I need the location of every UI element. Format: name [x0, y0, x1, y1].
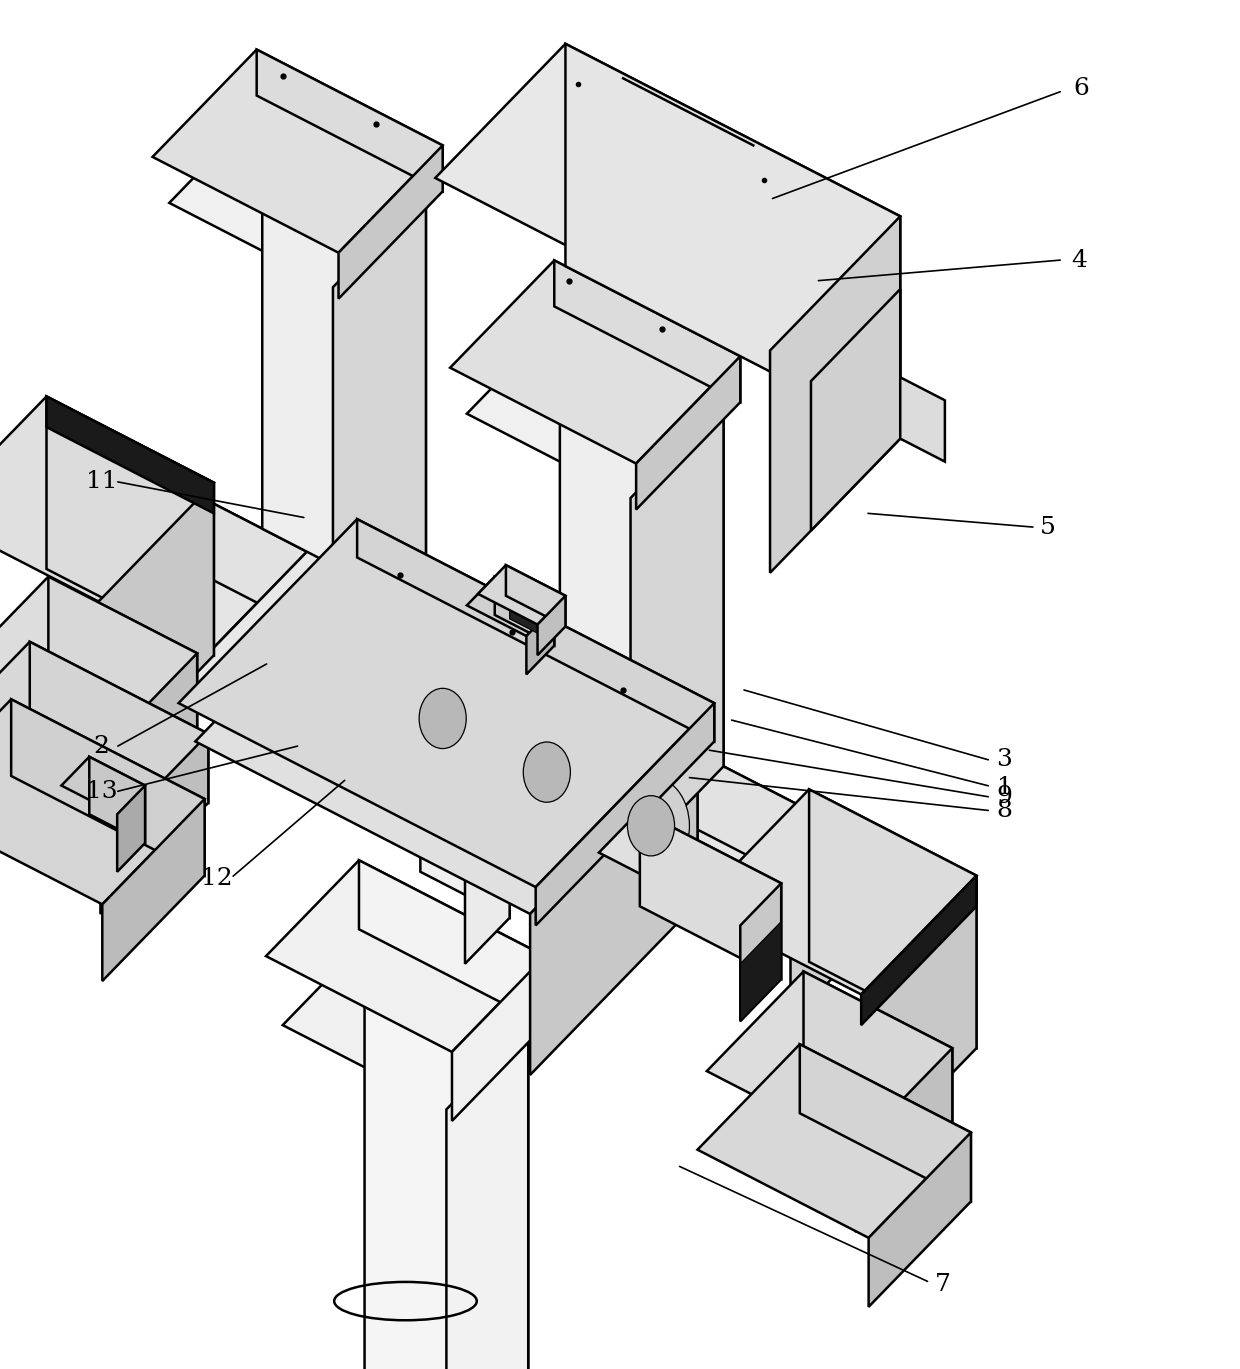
Polygon shape — [466, 576, 554, 637]
Polygon shape — [30, 642, 208, 802]
Polygon shape — [47, 397, 215, 656]
Polygon shape — [466, 318, 724, 498]
Polygon shape — [536, 704, 714, 925]
Ellipse shape — [523, 742, 570, 802]
Text: 6: 6 — [1074, 78, 1089, 100]
Polygon shape — [510, 589, 539, 634]
Polygon shape — [376, 700, 510, 791]
Polygon shape — [856, 1049, 952, 1232]
Polygon shape — [804, 972, 952, 1132]
Polygon shape — [0, 576, 197, 758]
Text: 4: 4 — [1071, 249, 1086, 271]
Polygon shape — [0, 642, 208, 845]
Ellipse shape — [404, 669, 481, 768]
Polygon shape — [495, 576, 554, 646]
Polygon shape — [360, 860, 546, 1025]
Polygon shape — [740, 883, 781, 1021]
Polygon shape — [365, 941, 528, 1369]
Polygon shape — [810, 790, 977, 1049]
Polygon shape — [215, 552, 308, 724]
Polygon shape — [599, 810, 781, 925]
Polygon shape — [900, 378, 945, 461]
Polygon shape — [47, 397, 215, 513]
Polygon shape — [554, 260, 740, 402]
Text: 11: 11 — [86, 471, 118, 493]
Ellipse shape — [627, 795, 675, 856]
Polygon shape — [800, 1045, 971, 1202]
Text: 1: 1 — [997, 776, 1012, 798]
Polygon shape — [862, 876, 977, 1025]
Polygon shape — [862, 876, 977, 1166]
Polygon shape — [770, 216, 900, 572]
Polygon shape — [61, 757, 145, 815]
Polygon shape — [477, 565, 565, 624]
Polygon shape — [435, 44, 900, 350]
Polygon shape — [169, 107, 427, 287]
Polygon shape — [283, 941, 528, 1109]
Text: 3: 3 — [997, 749, 1012, 771]
Polygon shape — [560, 318, 724, 767]
Polygon shape — [263, 107, 427, 613]
Polygon shape — [102, 446, 308, 628]
Polygon shape — [186, 523, 707, 868]
Polygon shape — [538, 596, 565, 656]
Polygon shape — [89, 757, 145, 843]
Polygon shape — [103, 799, 205, 982]
Polygon shape — [179, 519, 714, 887]
Polygon shape — [100, 734, 208, 914]
Text: 13: 13 — [86, 780, 118, 802]
Polygon shape — [680, 743, 883, 925]
Polygon shape — [585, 743, 883, 945]
Polygon shape — [630, 402, 724, 862]
Ellipse shape — [419, 689, 466, 749]
Polygon shape — [707, 972, 952, 1147]
Polygon shape — [335, 523, 707, 761]
Text: 2: 2 — [94, 735, 109, 757]
Text: 12: 12 — [201, 868, 233, 890]
Polygon shape — [0, 700, 205, 905]
Polygon shape — [267, 860, 546, 1051]
Polygon shape — [740, 921, 781, 1021]
Polygon shape — [694, 790, 977, 994]
Polygon shape — [10, 446, 308, 648]
Polygon shape — [99, 483, 215, 773]
Polygon shape — [0, 397, 215, 601]
Polygon shape — [531, 742, 698, 1075]
Polygon shape — [565, 44, 900, 438]
Text: 8: 8 — [997, 799, 1012, 821]
Polygon shape — [868, 1132, 971, 1307]
Polygon shape — [257, 49, 443, 192]
Polygon shape — [506, 565, 565, 627]
Text: 7: 7 — [935, 1273, 950, 1295]
Ellipse shape — [613, 776, 689, 875]
Polygon shape — [48, 576, 197, 738]
Polygon shape — [453, 956, 546, 1121]
Polygon shape — [362, 570, 698, 902]
Ellipse shape — [508, 723, 585, 821]
Polygon shape — [791, 849, 883, 1021]
Polygon shape — [153, 49, 443, 253]
Polygon shape — [95, 653, 197, 843]
Polygon shape — [697, 1045, 971, 1238]
Polygon shape — [811, 289, 900, 531]
Polygon shape — [357, 519, 714, 742]
Text: 5: 5 — [1040, 516, 1055, 538]
Polygon shape — [558, 715, 707, 914]
Polygon shape — [332, 192, 427, 709]
Polygon shape — [446, 1025, 528, 1369]
Polygon shape — [527, 608, 554, 675]
Polygon shape — [339, 145, 443, 298]
Text: 9: 9 — [997, 786, 1012, 808]
Polygon shape — [636, 356, 740, 509]
Polygon shape — [117, 786, 145, 872]
Polygon shape — [465, 745, 510, 964]
Polygon shape — [450, 260, 740, 464]
Polygon shape — [640, 810, 781, 979]
Polygon shape — [420, 700, 510, 917]
Polygon shape — [11, 700, 205, 876]
Polygon shape — [195, 570, 698, 914]
